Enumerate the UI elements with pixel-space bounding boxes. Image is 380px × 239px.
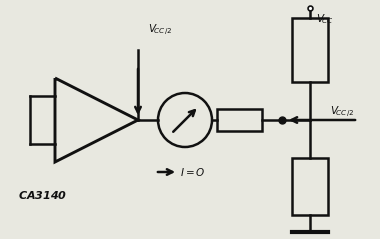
- Text: $V_{\!CC/2}$: $V_{\!CC/2}$: [148, 23, 172, 38]
- Text: $V_{\!CC/2}$: $V_{\!CC/2}$: [330, 104, 354, 120]
- Text: $V_{\!CC}$: $V_{\!CC}$: [316, 12, 334, 26]
- Text: $\bfit{CA3140}$: $\bfit{CA3140}$: [18, 189, 67, 201]
- Bar: [292, 158, 328, 215]
- Bar: [292, 18, 328, 82]
- Bar: [217, 109, 262, 131]
- Text: $I = O$: $I = O$: [180, 166, 206, 178]
